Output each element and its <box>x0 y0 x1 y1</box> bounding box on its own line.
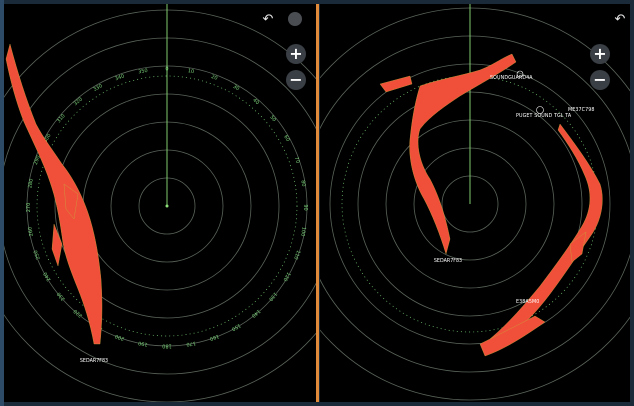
left-target-label: SEDAR7F83 <box>80 358 108 364</box>
bearing-label: 230 <box>56 291 67 302</box>
bottom-label: E38A5M0 <box>516 300 540 305</box>
left-undo-icon[interactable]: ↶ <box>262 12 274 27</box>
right-zoom-in-button[interactable]: + <box>590 44 610 64</box>
bearing-label: 330 <box>92 83 103 93</box>
bearing-label: 180 <box>162 343 172 349</box>
marker-label: ME37C798 <box>568 108 595 113</box>
bearing-label: 190 <box>138 340 148 348</box>
bearing-label: 10 <box>187 68 194 75</box>
right-radar-pane[interactable]: SEDAR7F83 SOUNDGUARD4A PUGET SOUND TGL T… <box>320 4 630 402</box>
bearing-label: 140 <box>250 308 261 319</box>
sound-label: SOUNDGUARD4A <box>490 76 533 81</box>
bearing-label: 170 <box>186 340 196 348</box>
bearing-label: 80 <box>299 180 306 187</box>
bearing-label: 90 <box>302 204 308 210</box>
bearing-label: 280 <box>27 178 35 188</box>
bearing-label: 100 <box>299 226 307 236</box>
left-radar-pane[interactable]: 350 0 10 20 30 40 50 60 70 80 90 100 110 120 130 140 150… <box>4 4 316 402</box>
bearing-label: 290 <box>33 155 42 166</box>
bearing-label: 300 <box>43 133 53 144</box>
bearing-label: 60 <box>282 134 290 143</box>
left-zoom-out-button[interactable]: − <box>286 70 306 90</box>
bearing-label: 110 <box>292 249 301 260</box>
left-edge-strip <box>0 0 4 406</box>
bearing-label: 70 <box>293 156 301 164</box>
bearing-label: 310 <box>56 113 67 124</box>
bearing-label: 350 <box>138 68 148 76</box>
bearing-label: 240 <box>43 271 53 282</box>
right-undo-icon[interactable]: ↶ <box>614 12 626 27</box>
left-zoom-in-button[interactable]: + <box>286 44 306 64</box>
puget-sound-label: PUGET SOUND TGL TA <box>516 114 572 119</box>
left-status-dot[interactable] <box>288 12 302 26</box>
bearing-label: 320 <box>73 96 84 107</box>
bearing-label: 120 <box>281 271 291 282</box>
bearing-label: 340 <box>114 73 125 82</box>
right-target-label: SEDAR7F83 <box>434 258 462 264</box>
bearing-label: 150 <box>230 322 241 332</box>
bearing-label: 220 <box>73 308 84 319</box>
bearing-label: 200 <box>114 333 125 342</box>
bearing-label: 30 <box>232 84 241 92</box>
bearing-label: 50 <box>268 114 277 123</box>
bearing-label: 40 <box>251 97 260 106</box>
right-zoom-out-button[interactable]: − <box>590 70 610 90</box>
bearing-label: 270 <box>26 203 32 213</box>
pane-divider[interactable] <box>316 4 319 402</box>
bearing-label: 0 <box>165 67 168 73</box>
bearing-label: 260 <box>27 226 35 236</box>
bearing-label: 130 <box>267 291 278 302</box>
bearing-label: 160 <box>209 333 220 342</box>
bearing-label: 250 <box>33 249 42 260</box>
bearing-label: 20 <box>210 74 218 82</box>
right-radar-display: SEDAR7F83 <box>320 4 630 401</box>
